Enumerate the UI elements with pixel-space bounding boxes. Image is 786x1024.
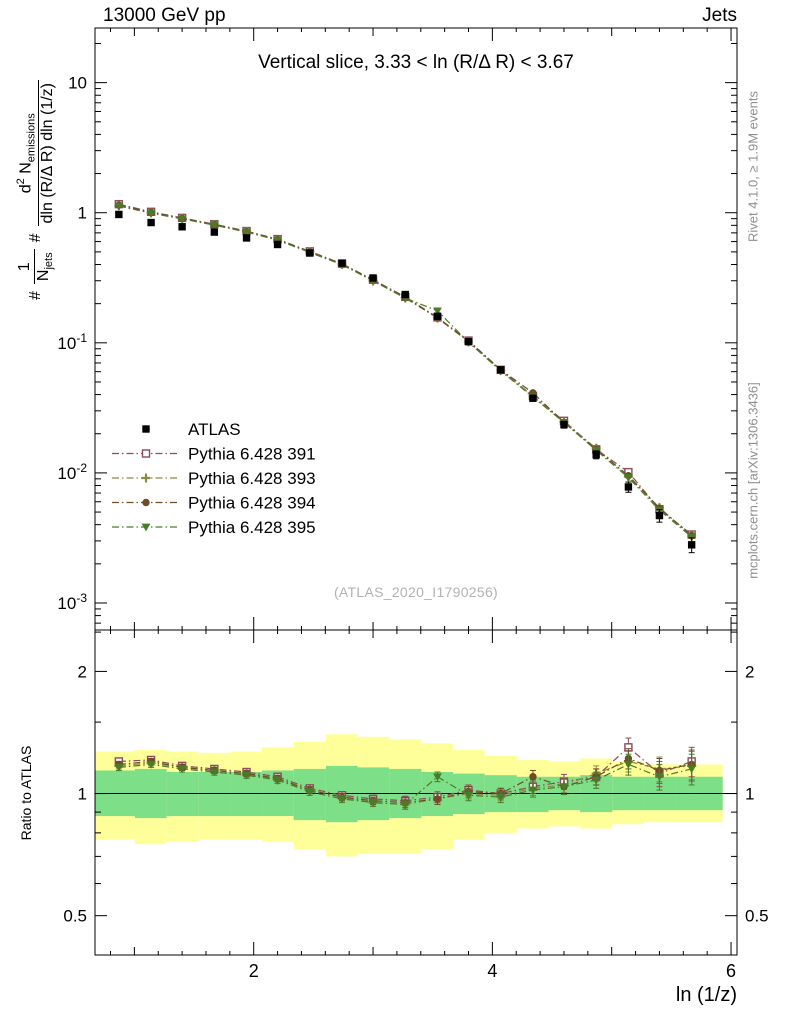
svg-text:0.5: 0.5: [745, 907, 769, 926]
svg-text:4: 4: [487, 961, 497, 981]
emissions-subscript: emissions: [25, 113, 38, 163]
svg-text:10-3: 10-3: [57, 591, 87, 613]
fraction-numerator: 1: [16, 249, 36, 285]
legend-item: Pythia 6.428 391: [112, 445, 316, 464]
svg-text:2: 2: [78, 662, 87, 681]
y-label-fraction-one-over-njets: 1 Njets: [16, 249, 56, 285]
legend-item: Pythia 6.428 393: [112, 469, 316, 488]
svg-text:2: 2: [745, 662, 754, 681]
svg-text:1: 1: [78, 785, 87, 804]
y-label-hash-1: #: [27, 291, 44, 300]
legend-item: ATLAS: [142, 420, 241, 439]
jets-subscript: jets: [43, 252, 56, 270]
top-panel-series: [114, 199, 697, 554]
squared-superscript: 2: [15, 178, 28, 185]
svg-text:10: 10: [68, 74, 87, 93]
svg-text:Pythia 6.428 393: Pythia 6.428 393: [188, 469, 316, 488]
y-label-hash-2: #: [27, 233, 44, 243]
svg-text:10-1: 10-1: [57, 331, 87, 353]
svg-text:6: 6: [726, 961, 736, 981]
d-symbol: d: [17, 184, 35, 194]
ratio-axis-label: Ratio to ATLAS: [18, 745, 34, 841]
process-label: Jets: [702, 5, 737, 26]
svg-text:Pythia 6.428 391: Pythia 6.428 391: [188, 445, 316, 464]
svg-text:1: 1: [78, 204, 87, 223]
svg-text:1: 1: [745, 785, 754, 804]
svg-text:ATLAS: ATLAS: [188, 420, 241, 439]
svg-text:0.5: 0.5: [63, 907, 87, 926]
rivet-version-note: Rivet 4.1.0, ≥ 1.9M events: [745, 91, 761, 242]
mcplots-arxiv-note: mcplots.cern.ch [arXiv:1306.3436]: [745, 382, 761, 579]
y-label-fraction-d2n: d2 Nemissions dln (R/Δ R) dln (1/z): [15, 80, 57, 227]
legend-item: Pythia 6.428 395: [112, 518, 316, 537]
legend: ATLAS Pythia 6.428 391 Pythia 6.428 393 Pyt…: [112, 420, 316, 537]
fraction-numerator: d2 Nemissions: [15, 80, 39, 227]
x-axis-label: ln (1/z): [675, 984, 737, 1006]
svg-text:2: 2: [249, 961, 259, 981]
axes: 10 1 10-1 10-2 10-3 2 2 1 1 0.5 0.5 2 4 6: [57, 27, 769, 981]
legend-item: Pythia 6.428 394: [112, 494, 316, 513]
svg-text:Pythia 6.428 394: Pythia 6.428 394: [188, 494, 316, 513]
svg-text:10-2: 10-2: [57, 461, 87, 483]
y-axis-label: # 1 Njets # d2 Nemissions dln (R/Δ R) dl…: [4, 20, 68, 360]
fraction-denominator: dln (R/Δ R) dln (1/z): [38, 83, 56, 224]
n-symbol: N: [17, 162, 35, 179]
svg-text:Pythia 6.428 395: Pythia 6.428 395: [188, 518, 316, 537]
beam-energy-label: 13000 GeV pp: [103, 5, 226, 26]
analysis-id-watermark: (ATLAS_2020_I1790256): [333, 584, 499, 600]
ratio-panel-series: [114, 737, 697, 810]
plot-title: Vertical slice, 3.33 < ln (R/Δ R) < 3.67: [258, 52, 574, 73]
njets-symbol: N: [35, 269, 53, 282]
fraction-denominator: Njets: [35, 249, 56, 284]
ratio-uncertainty-bands: [95, 734, 737, 857]
